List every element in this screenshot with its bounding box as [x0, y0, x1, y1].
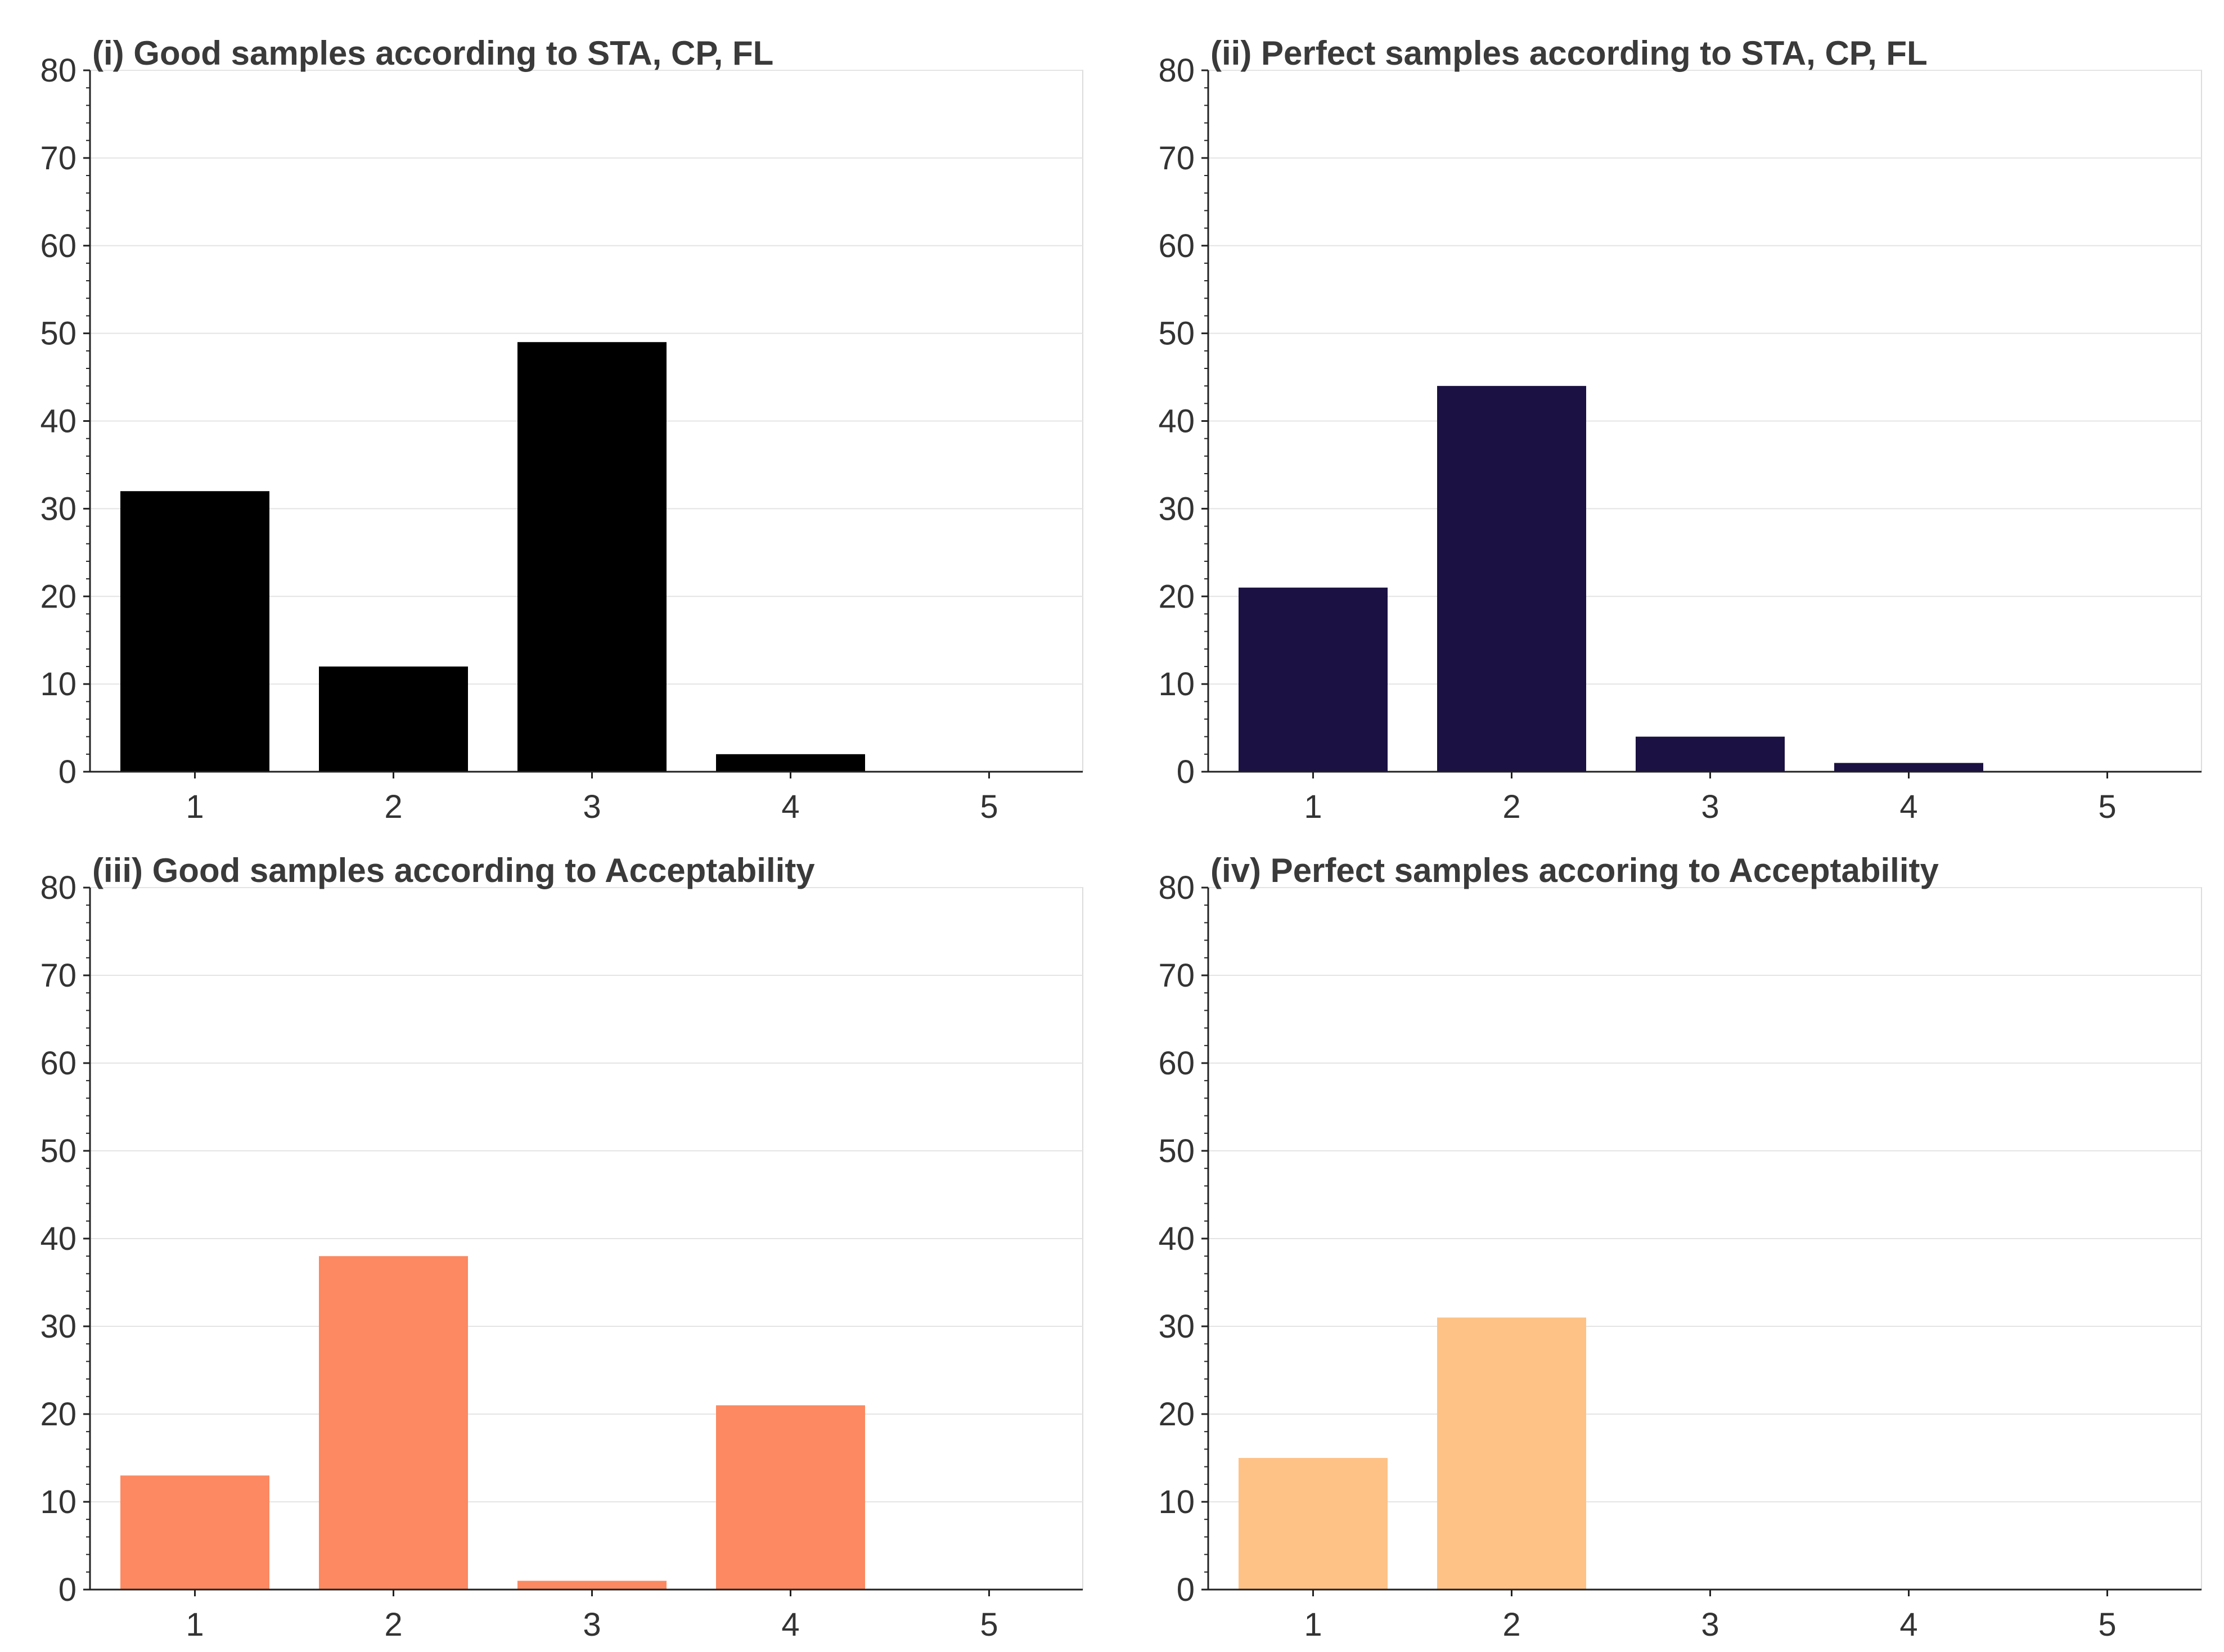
y-tick-label: 30	[1158, 490, 1195, 527]
y-tick-label: 60	[1158, 228, 1195, 264]
x-tick-label: 3	[583, 789, 601, 825]
bar-1	[120, 1475, 269, 1590]
x-tick-label: 3	[583, 1606, 601, 1643]
y-tick-label: 80	[40, 52, 76, 89]
y-tick-label: 10	[40, 666, 76, 703]
chart-panel-2: 0 10 20 30 40 50 60 70 80 1 2 3 4 5 (ii) Perfect sampl…	[1158, 34, 2202, 825]
bar-3	[517, 342, 667, 772]
chart-title: (iii) Good samples according to Acceptab…	[92, 852, 815, 889]
x-tick-label: 2	[1502, 789, 1520, 825]
bar-2	[319, 666, 468, 772]
x-tick-label: 5	[980, 789, 998, 825]
y-tick-label: 70	[1158, 140, 1195, 177]
x-tick-label: 1	[186, 1606, 204, 1643]
chart-title: (ii) Perfect samples according to STA, C…	[1210, 34, 1928, 72]
y-tick-label: 20	[40, 578, 76, 615]
x-tick-label: 4	[781, 789, 799, 825]
x-tick-label: 2	[384, 789, 402, 825]
y-tick-label: 0	[1177, 754, 1195, 790]
y-tick-label: 50	[1158, 1133, 1195, 1169]
x-tick-label: 3	[1701, 1606, 1719, 1643]
y-tick-label: 30	[40, 490, 76, 527]
x-tick-label: 2	[384, 1606, 402, 1643]
x-tick-label: 1	[1304, 789, 1322, 825]
x-tick-label: 1	[186, 789, 204, 825]
y-tick-label: 80	[1158, 52, 1195, 89]
y-tick-label: 50	[1158, 316, 1195, 352]
y-tick-label: 30	[40, 1308, 76, 1345]
bar-3	[1636, 736, 1785, 772]
chart-title: (iv) Perfect samples accoring to Accepta…	[1210, 852, 1939, 889]
y-tick-label: 70	[40, 140, 76, 177]
y-tick-label: 60	[40, 228, 76, 264]
x-tick-label: 2	[1502, 1606, 1520, 1643]
y-tick-label: 80	[40, 870, 76, 906]
bar-2	[319, 1256, 468, 1590]
x-tick-label: 5	[980, 1606, 998, 1643]
x-tick-label: 3	[1701, 789, 1719, 825]
y-tick-label: 10	[1158, 1484, 1195, 1520]
y-tick-label: 70	[1158, 957, 1195, 994]
bar-2	[1437, 386, 1586, 772]
y-tick-label: 60	[40, 1045, 76, 1082]
y-tick-label: 10	[40, 1484, 76, 1520]
y-tick-label: 40	[40, 1221, 76, 1257]
chart-title: (i) Good samples according to STA, CP, F…	[92, 34, 773, 72]
y-tick-label: 20	[1158, 578, 1195, 615]
bar-1	[120, 491, 269, 772]
bar-1	[1239, 1458, 1388, 1590]
x-tick-label: 1	[1304, 1606, 1322, 1643]
y-tick-label: 40	[1158, 1221, 1195, 1257]
x-tick-label: 4	[1899, 789, 1917, 825]
y-tick-label: 80	[1158, 870, 1195, 906]
bar-4	[716, 1405, 865, 1590]
bar-4	[716, 754, 865, 772]
y-tick-label: 0	[58, 754, 76, 790]
y-tick-label: 40	[40, 403, 76, 440]
x-tick-label: 4	[781, 1606, 799, 1643]
y-tick-label: 20	[1158, 1396, 1195, 1433]
y-tick-label: 40	[1158, 403, 1195, 440]
x-tick-label: 5	[2098, 1606, 2116, 1643]
y-tick-label: 0	[58, 1572, 76, 1608]
bar-3	[517, 1581, 667, 1590]
y-tick-label: 20	[40, 1396, 76, 1433]
chart-panel-3: 0 10 20 30 40 50 60 70 80 1 2 3 4 5 (iii) Good samples…	[40, 852, 1083, 1643]
y-tick-label: 70	[40, 957, 76, 994]
y-tick-label: 50	[40, 1133, 76, 1169]
y-tick-label: 30	[1158, 1308, 1195, 1345]
chart-panel-4: 0 10 20 30 40 50 60 70 80 1 2 3 4 5 (iv) Perfect sampl…	[1158, 852, 2202, 1643]
chart-panel-1: 0 10 20 30 40 50 60 70 80 1 2 3 4 5 (i) Good samples a…	[40, 34, 1083, 825]
y-tick-label: 60	[1158, 1045, 1195, 1082]
bar-1	[1239, 587, 1388, 772]
x-tick-label: 4	[1899, 1606, 1917, 1643]
y-tick-label: 10	[1158, 666, 1195, 703]
bar-2	[1437, 1317, 1586, 1590]
y-tick-label: 0	[1177, 1572, 1195, 1608]
y-tick-label: 50	[40, 316, 76, 352]
bar-4	[1834, 763, 1983, 772]
x-tick-label: 5	[2098, 789, 2116, 825]
